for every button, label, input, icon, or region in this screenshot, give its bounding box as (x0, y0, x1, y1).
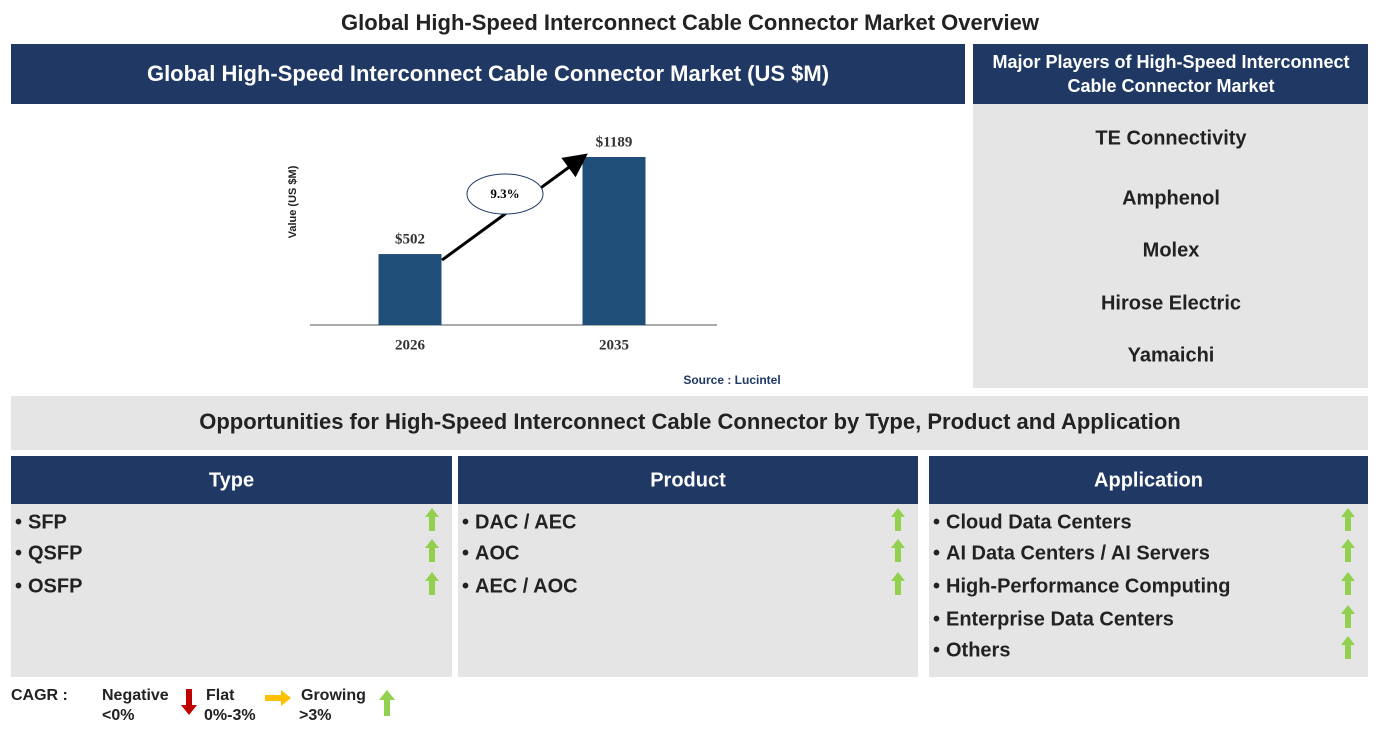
growth-arrow (1341, 572, 1355, 595)
bullet: • (933, 542, 940, 564)
column-body (929, 504, 1368, 677)
column-item: Others (946, 639, 1010, 661)
column-item: AOC (475, 542, 519, 564)
bullet: • (462, 542, 469, 564)
bullet: • (933, 511, 940, 533)
players-header (973, 44, 1368, 104)
growth-arrow (1341, 539, 1355, 562)
growth-arrow (891, 572, 905, 595)
column-item: Cloud Data Centers (946, 511, 1132, 533)
legend-flat: Flat (206, 687, 235, 704)
bullet: • (462, 511, 469, 533)
bullet: • (933, 639, 940, 661)
bullet: • (933, 575, 940, 597)
cagr-label: 9.3% (490, 186, 519, 201)
growth-arrow (1341, 636, 1355, 659)
legend-negative-range: <0% (102, 707, 134, 724)
legend-negative: Negative (102, 687, 169, 704)
growth-arrow (891, 508, 905, 531)
column-item: QSFP (28, 542, 82, 564)
x-tick-label: 2026 (395, 337, 426, 353)
growth-arrow (425, 539, 439, 562)
legend-flat-range: 0%-3% (204, 707, 256, 724)
page-title: Global High-Speed Interconnect Cable Con… (341, 10, 1040, 35)
player-name: Yamaichi (1128, 344, 1215, 366)
value-label: $502 (395, 232, 425, 248)
column-item: High-Performance Computing (946, 575, 1230, 597)
opportunities-band (11, 396, 1368, 450)
player-name: Molex (1143, 239, 1200, 261)
column-header-bg (11, 456, 452, 504)
players-title: Major Players of High-Speed Interconnect… (992, 52, 1349, 96)
column-item: OSFP (28, 575, 82, 597)
column-header: Application (1094, 469, 1203, 491)
legend-growing-range: >3% (299, 707, 331, 724)
player-name: TE Connectivity (1095, 127, 1247, 149)
value-label: $1189 (596, 134, 633, 150)
growth-arrow (425, 572, 439, 595)
legend-right-arrow (265, 690, 291, 706)
column-item: Enterprise Data Centers (946, 608, 1174, 630)
growth-arrow (425, 508, 439, 531)
cagr-bubble (466, 173, 544, 215)
bullet: • (462, 575, 469, 597)
column-body (11, 504, 452, 677)
bullet: • (15, 511, 22, 533)
legend-label: CAGR : (11, 687, 68, 704)
chart-header (11, 44, 965, 104)
column-header: Product (650, 469, 726, 491)
growth-arrow (891, 539, 905, 562)
column-item: DAC / AEC (475, 511, 576, 533)
bullet: • (15, 575, 22, 597)
growth-arrow (1341, 508, 1355, 531)
column-header-bg (929, 456, 1368, 504)
growth-arrow (1341, 605, 1355, 628)
column-item: AEC / AOC (475, 575, 578, 597)
bar (582, 157, 646, 325)
x-tick-label: 2035 (599, 337, 629, 353)
player-name: Hirose Electric (1101, 292, 1241, 314)
column-header-bg (458, 456, 918, 504)
column-item: AI Data Centers / AI Servers (946, 542, 1210, 564)
column-header: Type (209, 469, 254, 491)
bullet: • (15, 542, 22, 564)
column-body (458, 504, 918, 677)
legend-growing: Growing (301, 687, 366, 704)
source: Source : Lucintel (683, 373, 780, 387)
column-item: SFP (28, 511, 67, 533)
legend-up-arrow (379, 690, 395, 716)
bar (378, 254, 442, 325)
players-box (973, 104, 1368, 388)
opportunities-title: Opportunities for High-Speed Interconnec… (199, 409, 1181, 434)
bullet: • (933, 608, 940, 630)
chart-title: Global High-Speed Interconnect Cable Con… (147, 61, 829, 86)
legend-down-arrow (181, 689, 197, 715)
y-axis-label: Value (US $M) (287, 165, 299, 238)
player-name: Amphenol (1122, 187, 1220, 209)
